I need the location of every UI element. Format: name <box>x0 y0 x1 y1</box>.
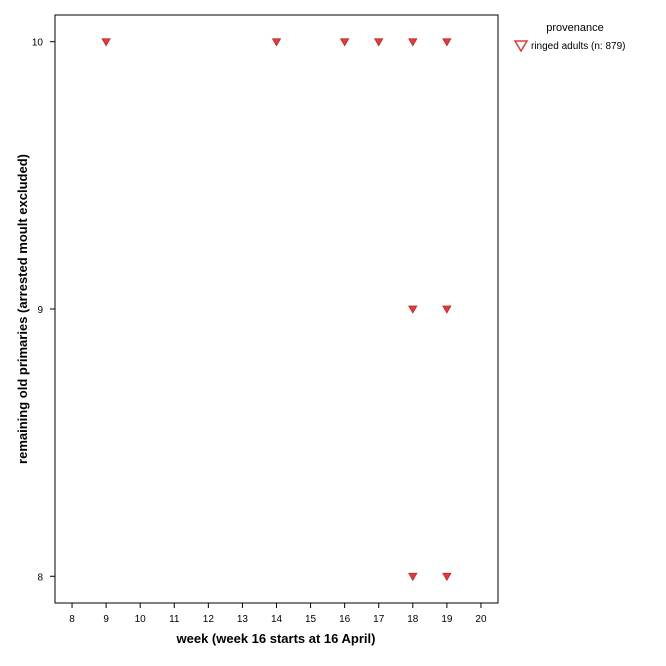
y-tick-label: 8 <box>37 572 43 583</box>
data-point-triangle <box>442 38 452 47</box>
x-axis: 8 9 10 11 12 13 14 15 16 17 18 19 20 <box>69 603 487 625</box>
x-tick-label: 20 <box>475 614 487 625</box>
x-tick-label: 15 <box>305 614 317 625</box>
x-tick-label: 12 <box>203 614 215 625</box>
data-point-triangle <box>374 38 384 47</box>
x-tick-label: 11 <box>169 614 180 625</box>
data-point-triangle <box>408 305 418 314</box>
data-point-triangle <box>408 572 418 582</box>
x-tick-label: 14 <box>271 614 283 625</box>
data-point-triangle <box>408 38 418 47</box>
data-point-triangle <box>442 572 452 582</box>
data-point-triangle <box>271 38 282 47</box>
x-tick-label: 16 <box>339 614 351 625</box>
y-axis-title: remaining old primaries (arrested moult … <box>15 154 30 464</box>
y-tick-label: 9 <box>37 305 43 316</box>
x-tick-label: 13 <box>237 614 249 625</box>
x-tick-label: 9 <box>103 614 109 625</box>
legend-entry-label: ringed adults (n: 879) <box>531 41 626 52</box>
plot-frame <box>54 14 499 604</box>
legend-title: provenance <box>546 22 604 34</box>
data-point-triangle <box>442 305 452 314</box>
y-axis: 8 9 10 <box>32 38 55 583</box>
x-tick-label: 8 <box>69 614 75 625</box>
data-points <box>101 38 452 582</box>
x-tick-label: 10 <box>135 614 147 625</box>
data-point-triangle <box>339 38 350 47</box>
x-tick-label: 17 <box>373 614 385 625</box>
x-tick-label: 19 <box>441 614 453 625</box>
legend-marker-triangle-icon <box>513 40 529 53</box>
x-tick-label: 18 <box>407 614 419 625</box>
x-axis-title: week (week 16 starts at 16 April) <box>176 631 376 646</box>
legend: provenance ringed adults (n: 879) <box>513 22 626 53</box>
y-tick-label: 10 <box>32 38 44 49</box>
data-point-triangle <box>101 38 111 47</box>
